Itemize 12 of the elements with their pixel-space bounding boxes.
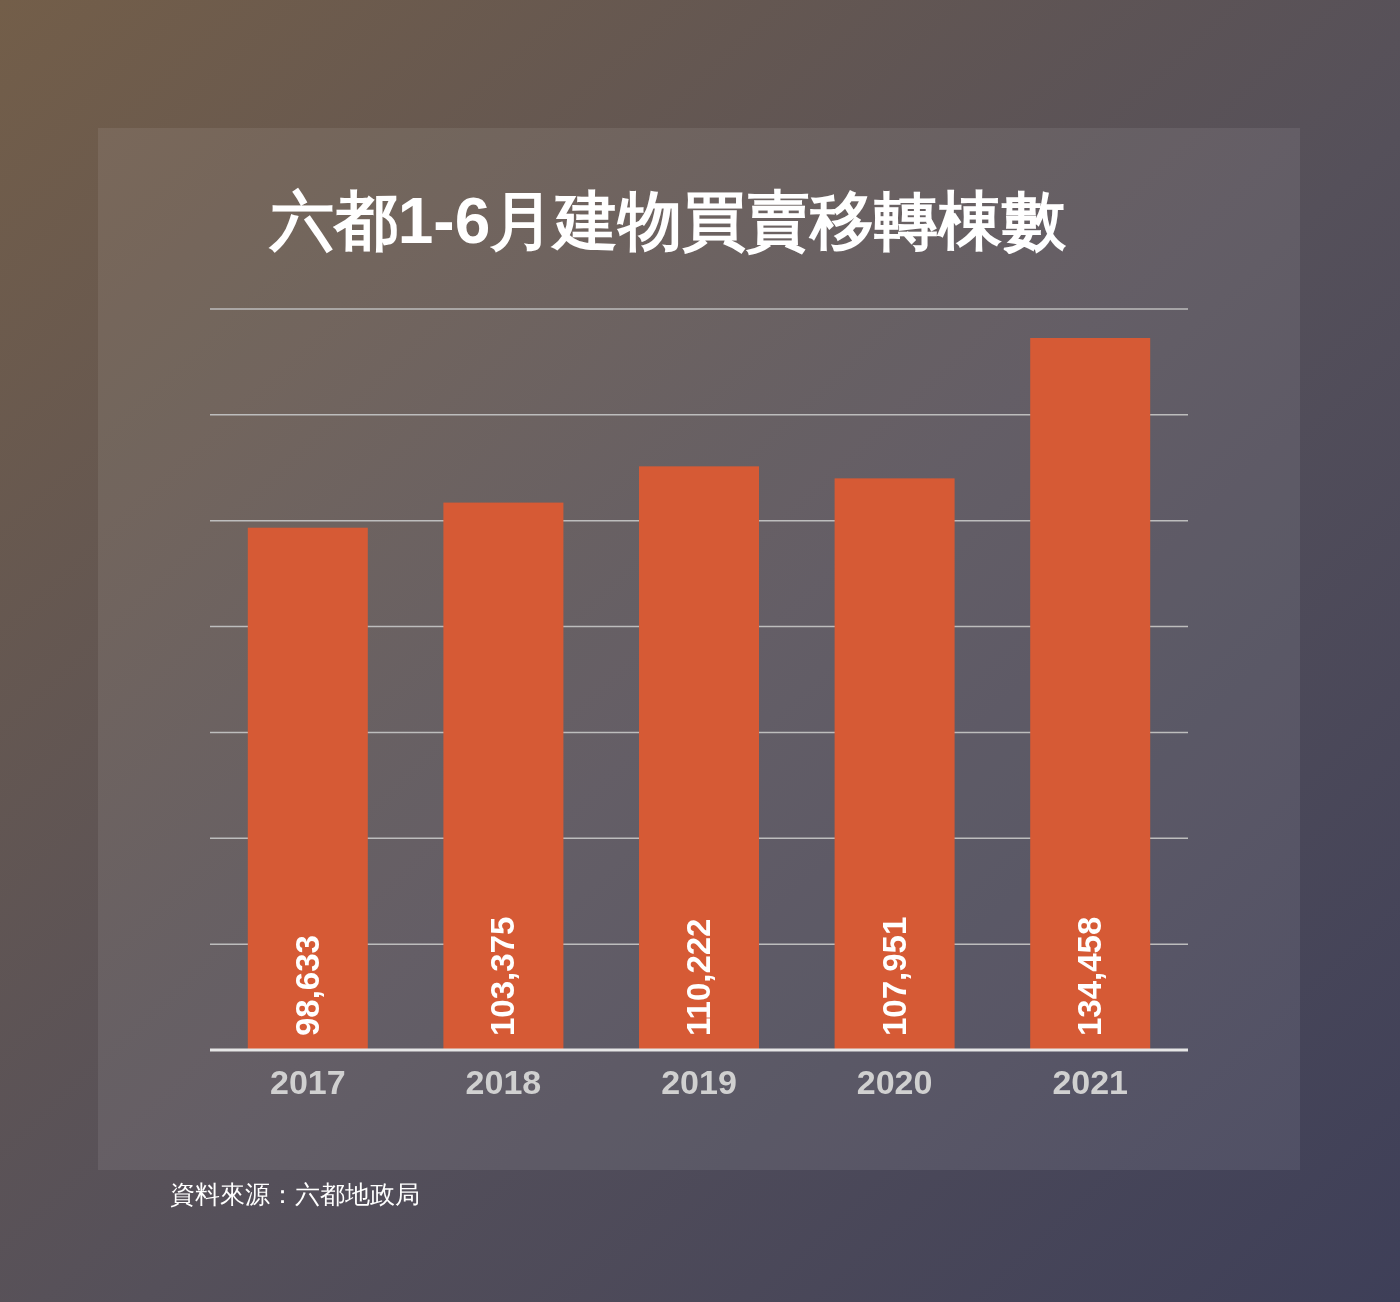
x-tick-label: 2017 bbox=[269, 1063, 346, 1101]
x-tick-label: 2020 bbox=[856, 1063, 933, 1101]
x-tick-label: 2018 bbox=[465, 1063, 542, 1101]
data-label: 103,375 bbox=[484, 916, 522, 1036]
chart-title: 六都1-6月建物買賣移轉棟數 bbox=[267, 185, 1068, 257]
data-label: 134,458 bbox=[1071, 916, 1109, 1036]
x-tick-label: 2019 bbox=[661, 1063, 737, 1101]
x-tick-label: 2021 bbox=[1052, 1063, 1129, 1101]
data-label: 107,951 bbox=[875, 916, 913, 1036]
source-note: 資料來源：六都地政局 bbox=[170, 1180, 420, 1208]
data-label: 110,222 bbox=[680, 918, 717, 1036]
data-label: 98,633 bbox=[288, 935, 326, 1036]
